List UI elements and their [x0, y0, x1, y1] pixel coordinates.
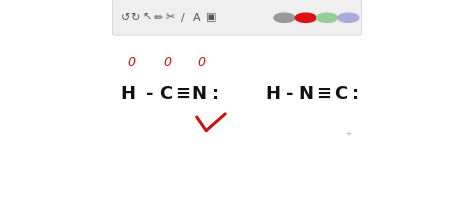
Text: -: - — [286, 85, 294, 103]
Text: C: C — [334, 85, 347, 103]
Text: ▣: ▣ — [206, 13, 216, 23]
Circle shape — [338, 13, 359, 22]
Text: :: : — [352, 85, 359, 103]
Circle shape — [295, 13, 316, 22]
Text: H: H — [120, 85, 136, 103]
Text: ↻: ↻ — [130, 13, 140, 23]
Text: N: N — [191, 85, 207, 103]
Text: C: C — [159, 85, 173, 103]
Circle shape — [274, 13, 295, 22]
Text: N: N — [298, 85, 313, 103]
Text: ✂: ✂ — [166, 13, 175, 23]
Text: -: - — [146, 85, 153, 103]
Text: /: / — [181, 13, 184, 23]
Text: ≡: ≡ — [175, 85, 190, 103]
Text: 0: 0 — [198, 56, 205, 69]
Text: :: : — [212, 85, 219, 103]
Text: ✏: ✏ — [154, 13, 164, 23]
Text: H: H — [265, 85, 280, 103]
Text: 0: 0 — [128, 56, 135, 69]
Text: +: + — [346, 131, 351, 137]
Text: 0: 0 — [164, 56, 171, 69]
FancyBboxPatch shape — [112, 0, 362, 35]
Text: ↺: ↺ — [121, 13, 130, 23]
Text: ↖: ↖ — [142, 13, 152, 23]
Circle shape — [317, 13, 337, 22]
Text: ≡: ≡ — [316, 85, 331, 103]
Text: A: A — [193, 13, 201, 23]
